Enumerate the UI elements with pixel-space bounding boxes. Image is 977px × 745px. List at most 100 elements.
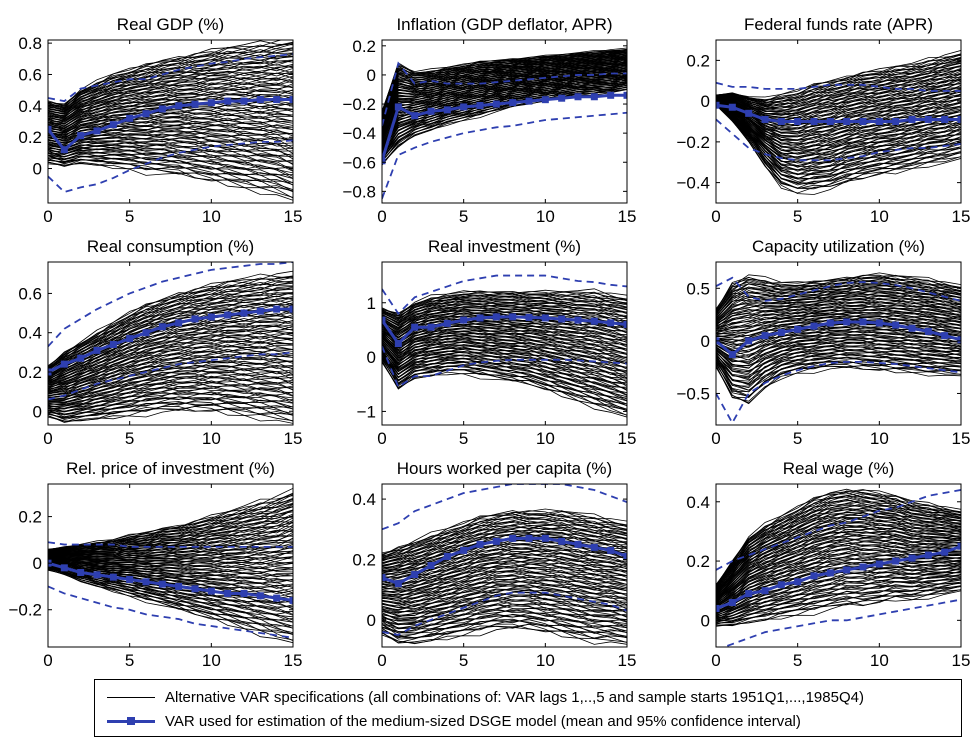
y-tick-label: 0.5 (686, 279, 710, 298)
alt-var-line (48, 529, 293, 556)
mean-marker (509, 99, 517, 107)
alt-var-line (48, 153, 293, 179)
alt-var-line (716, 280, 961, 316)
alt-var-line (382, 78, 627, 151)
alt-var-line (716, 99, 961, 145)
alt-var-line (716, 348, 961, 384)
x-tick-label: 15 (952, 429, 971, 448)
alt-var-line (48, 149, 293, 174)
alt-var-line (382, 351, 627, 396)
alt-var-line (382, 563, 627, 594)
thin-line-swatch-icon (107, 686, 155, 708)
alt-var-line (48, 148, 293, 171)
alt-var-line (382, 559, 627, 590)
alt-var-line (48, 364, 293, 398)
alt-var-line (716, 314, 961, 336)
panel-8: Hours worked per capita (%) 0 5 10 15 0 0.2 0.4 (352, 459, 636, 670)
x-tick-label: 10 (536, 429, 555, 448)
panel-4: Real consumption (%) 0 5 10 15 0 0.2 0.4 0.6 (18, 237, 302, 448)
alt-var-line (48, 494, 293, 551)
alt-var-line (48, 91, 293, 128)
alt-var-line (716, 286, 961, 319)
alt-var-line (48, 86, 293, 124)
ci-lower-line (48, 351, 293, 401)
ci-upper-line (716, 81, 961, 92)
alt-var-line (716, 365, 961, 402)
alt-var-line (716, 102, 961, 166)
ci-lower-line (382, 111, 627, 199)
mean-marker (224, 589, 232, 597)
y-tick-label: 0 (33, 402, 42, 421)
panel-2: Inflation (GDP deflator, APR) 0 5 10 15 −0.8 −… (342, 15, 636, 226)
panel-frame (381, 483, 628, 648)
mean-marker (761, 587, 769, 595)
mean-marker (109, 573, 117, 581)
mean-marker (794, 325, 802, 333)
alt-var-line (382, 360, 627, 416)
alt-var-line (48, 40, 284, 106)
alt-var-line (48, 541, 293, 557)
x-tick-label: 5 (793, 429, 802, 448)
alt-var-line (48, 568, 293, 629)
mean-marker (443, 552, 451, 560)
y-tick-label: 0 (33, 160, 42, 179)
alt-var-line (716, 585, 961, 624)
alt-var-line (716, 57, 961, 103)
panel-plot-area (48, 487, 293, 644)
alt-var-line (48, 525, 293, 555)
alt-var-line (48, 364, 293, 401)
mean-marker (843, 118, 851, 125)
x-tick-label: 15 (618, 651, 637, 670)
mean-marker (590, 543, 598, 551)
ci-lower-line (48, 139, 293, 194)
mean-marker (289, 96, 293, 104)
alt-var-line (716, 540, 961, 605)
mean-marker (207, 587, 215, 595)
alt-var-line (382, 602, 627, 625)
alt-var-line (716, 101, 961, 161)
alt-var-line (382, 522, 627, 564)
alt-var-line (716, 272, 961, 311)
alt-var-line (716, 544, 961, 606)
alt-var-line (716, 76, 961, 115)
mean-marker (525, 313, 533, 321)
alt-var-line (48, 569, 293, 641)
mean-marker (924, 551, 932, 559)
x-tick-label: 5 (459, 207, 468, 226)
alt-var-line (716, 274, 961, 310)
mean-marker (810, 572, 818, 580)
mean-marker (924, 327, 932, 335)
y-tick-label: −0.2 (8, 601, 42, 620)
alt-var-line (48, 385, 293, 412)
legend-label-alternative-var: Alternative VAR specifications (all comb… (165, 688, 864, 706)
mean-marker (175, 582, 183, 590)
mean-marker (558, 94, 566, 102)
mean-marker (411, 323, 419, 331)
alt-var-line (382, 329, 627, 354)
mean-marker (256, 307, 264, 315)
panel-plot-area (382, 484, 627, 645)
mean-line (716, 103, 961, 123)
alt-var-line (48, 395, 293, 416)
x-tick-label: 15 (618, 207, 637, 226)
alt-var-line (716, 69, 961, 113)
mean-marker (289, 596, 293, 604)
mean-marker (394, 340, 402, 347)
alt-var-line (48, 145, 293, 163)
alt-var-line (48, 66, 293, 115)
alt-var-line (382, 548, 627, 582)
alt-var-line (48, 141, 293, 157)
mean-marker (777, 328, 785, 336)
alt-var-line (716, 290, 961, 318)
mean-marker (745, 337, 753, 345)
x-tick-label: 15 (284, 651, 303, 670)
mean-marker (158, 105, 166, 113)
x-tick-label: 10 (202, 651, 221, 670)
alt-var-line (48, 303, 293, 378)
mean-marker (60, 360, 68, 368)
mean-marker (826, 569, 834, 577)
alt-var-line (382, 614, 627, 634)
panel-5: Real investment (%)0 5 10 15−101 (357, 237, 637, 448)
alt-var-line (716, 492, 961, 587)
mean-marker (109, 340, 117, 348)
